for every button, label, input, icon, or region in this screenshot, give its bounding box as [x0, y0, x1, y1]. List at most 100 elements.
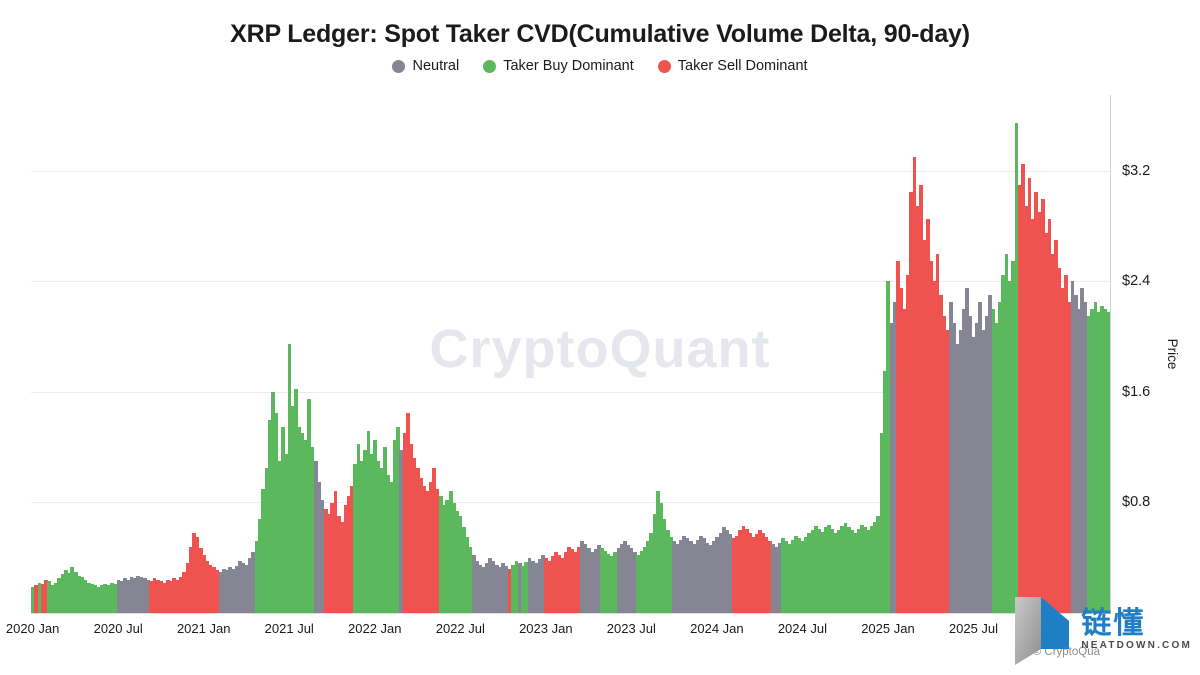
bar [560, 557, 565, 613]
bar [698, 535, 703, 613]
bar [616, 548, 621, 613]
y-axis-tick-label: $2.4 [1122, 273, 1151, 290]
bar [1090, 309, 1094, 613]
bar [1004, 253, 1009, 613]
bar [165, 579, 170, 613]
bar [659, 502, 664, 613]
bar [721, 527, 726, 613]
x-axis-tick-label: 2025 Jan [861, 621, 915, 636]
bar [537, 559, 542, 613]
bar [363, 450, 367, 613]
bar [218, 571, 223, 613]
legend-item-taker-buy-dominant[interactable]: Taker Buy Dominant [483, 58, 634, 74]
bar [142, 578, 147, 613]
bar [70, 567, 75, 613]
bar [603, 550, 608, 613]
bar [1050, 253, 1055, 613]
y-axis-tick-label: $1.6 [1122, 383, 1151, 400]
bar [517, 563, 522, 613]
bar [336, 516, 341, 613]
bar [669, 537, 673, 613]
gridline [31, 281, 1110, 283]
bar [606, 553, 611, 613]
bar [359, 461, 364, 613]
bar [290, 405, 295, 613]
bar [188, 546, 193, 613]
bar [297, 426, 302, 613]
neatdown-branding[interactable]: 链懂 NEATDOWN.COM [1011, 593, 1192, 667]
legend-item-neutral[interactable]: Neutral [392, 58, 459, 74]
x-axis-tick-label: 2025 Jul [948, 621, 999, 636]
bar [307, 398, 312, 613]
bar [577, 546, 581, 613]
bar [34, 585, 39, 613]
bar [445, 499, 450, 613]
bar [44, 579, 48, 613]
bar [800, 541, 805, 613]
bar [461, 527, 466, 613]
bar [1083, 302, 1088, 613]
bar [169, 581, 173, 613]
bar [113, 584, 117, 613]
bar [333, 491, 338, 613]
x-axis-tick-label: 2021 Jul [264, 621, 314, 636]
bar [521, 566, 525, 613]
bar [415, 467, 420, 613]
bar [902, 309, 907, 613]
bar-series [31, 95, 1111, 613]
bar [859, 524, 864, 613]
bar [468, 546, 473, 613]
bar [938, 295, 943, 613]
bar [284, 454, 289, 613]
bar [1024, 205, 1029, 613]
bar [116, 579, 121, 613]
bar [925, 219, 930, 613]
bar [1060, 288, 1065, 613]
legend-dot-taker-buy-dominant [483, 59, 497, 73]
bar [346, 495, 351, 613]
bar [715, 537, 719, 613]
bar [373, 440, 377, 613]
bar [448, 491, 453, 613]
bar [195, 537, 200, 613]
bar [47, 581, 52, 613]
bar [774, 546, 779, 613]
bar [524, 561, 529, 613]
bar [998, 302, 1002, 613]
bar [244, 564, 249, 613]
bar [988, 295, 992, 613]
bar [929, 260, 933, 613]
legend-item-taker-sell-dominant[interactable]: Taker Sell Dominant [657, 58, 808, 74]
bar [672, 541, 677, 613]
bar [330, 502, 335, 613]
bar [846, 527, 851, 613]
bar [725, 530, 729, 613]
bar [679, 539, 683, 613]
bar [60, 574, 65, 613]
chart-title: XRP Ledger: Spot Taker CVD(Cumulative Vo… [230, 20, 970, 48]
bar [146, 579, 150, 613]
bar [119, 581, 124, 613]
bar [392, 440, 397, 613]
bar [412, 458, 417, 613]
bar [626, 545, 631, 613]
bar [514, 560, 519, 613]
bar [54, 582, 58, 613]
bar [77, 575, 81, 613]
bar [813, 525, 818, 613]
bar [1037, 212, 1042, 613]
bar [251, 552, 256, 613]
x-axis-tick-label: 2023 Jan [519, 621, 573, 636]
bar [399, 450, 404, 613]
bar [804, 537, 808, 613]
bar [93, 585, 98, 613]
bar [1017, 184, 1022, 613]
bar [1073, 295, 1078, 613]
bar [300, 433, 305, 613]
bar [1014, 122, 1019, 613]
bar [682, 535, 687, 613]
bar [794, 535, 798, 613]
bar [922, 240, 927, 613]
bar [152, 578, 157, 613]
bar [475, 560, 479, 613]
